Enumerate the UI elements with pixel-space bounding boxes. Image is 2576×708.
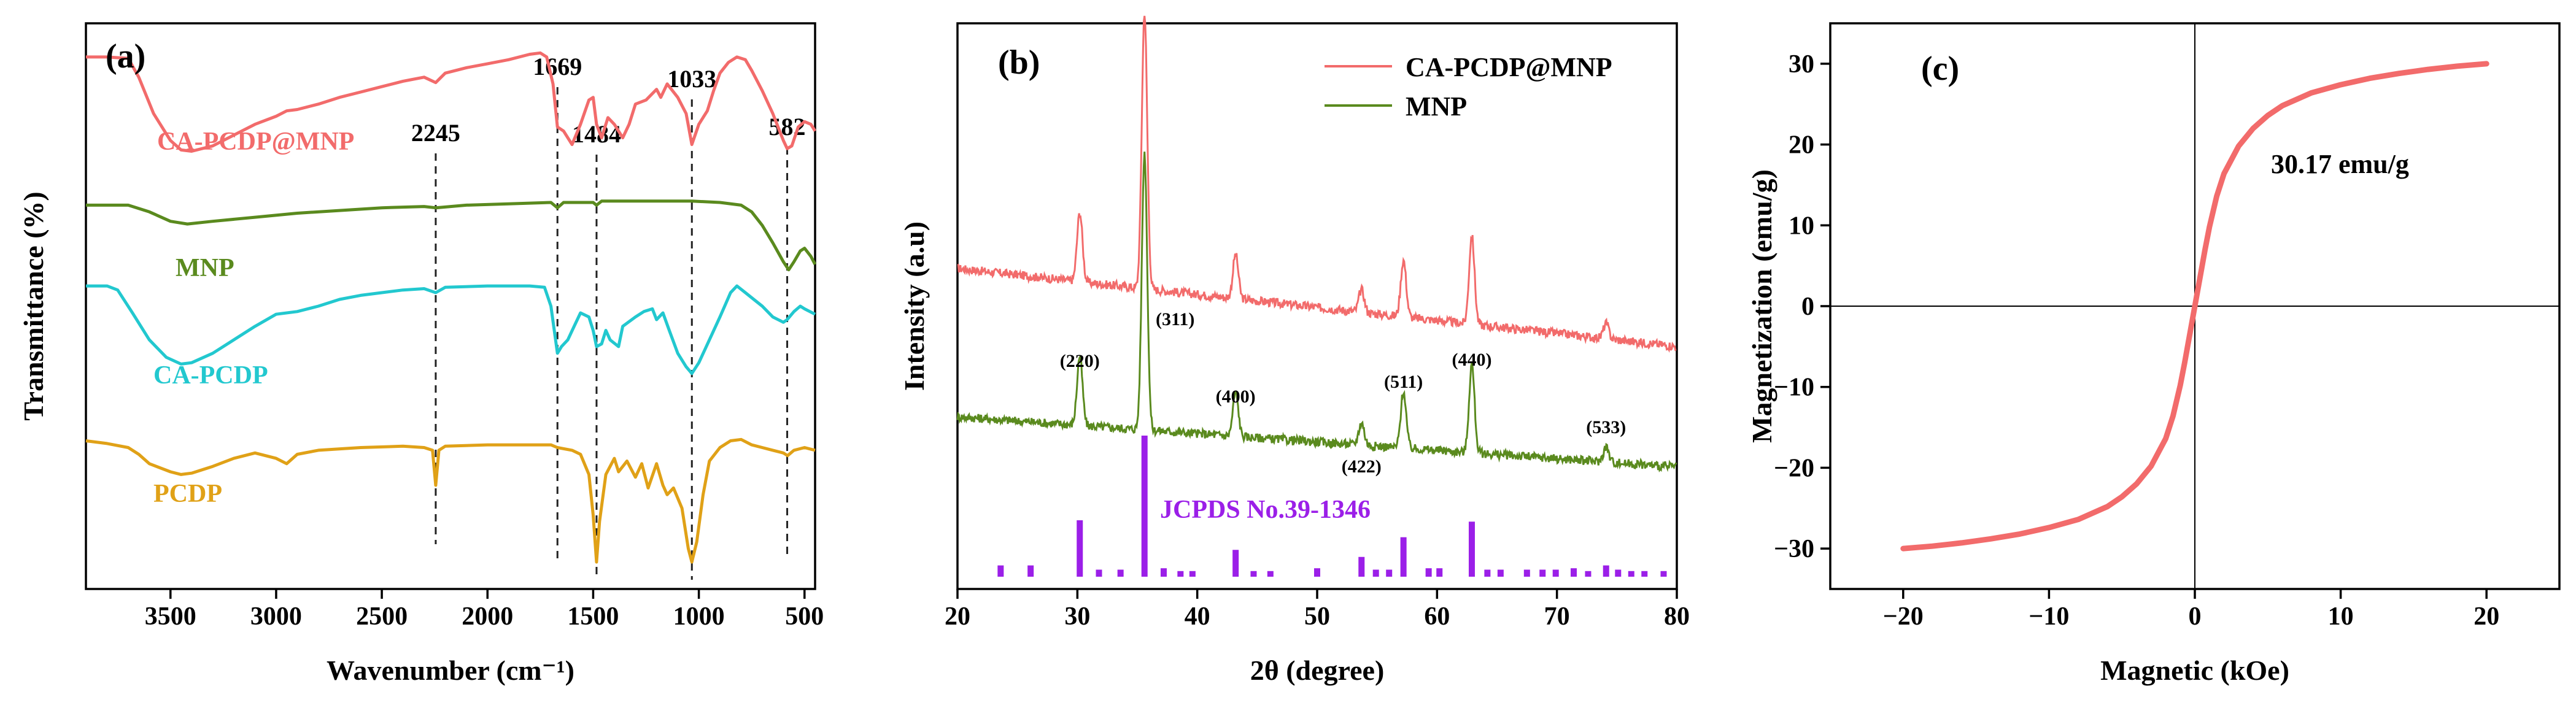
panel-b-hkl-label: (440) [1452,350,1491,370]
panel-b-hkl-label: (511) [1384,372,1423,392]
panel-c-y-tick-label: 10 [1789,212,1814,240]
panel-a-peak-label: 2245 [411,119,460,147]
panel-c-y-tick-label: 0 [1801,293,1814,321]
panel-c-ylabel: Magnetization (emu/g) [1746,169,1777,443]
panel-b-x-tick-label: 70 [1544,602,1570,631]
panel-c-series-line [1900,61,2489,552]
panel-a-label: (a) [106,37,145,75]
panel-b-x-tick-label: 30 [1064,602,1090,631]
panel-b-hkl-labels: (220) (311) (400) (422) (511) (440) (533) [1060,309,1626,477]
panel-a-peak-label: 1669 [533,53,582,80]
panel-a-label-mnp: MNP [176,254,234,282]
panel-a-ylabel: Transmittance (%) [18,191,49,420]
panel-b-series-line [957,15,1677,353]
panel-c-y-tick-label: 20 [1789,131,1814,160]
panel-b-ylabel: Intensity (a.u) [899,221,930,391]
panel-c-y-tick-label: −10 [1774,374,1814,402]
panel-a-label-capcdp-mnp: CA-PCDP@MNP [157,128,354,156]
panel-a-x-tick-label: 2500 [356,602,408,631]
panel-c-x-tick-label: 10 [2328,602,2354,631]
panel-b-hkl-label: (220) [1060,351,1100,371]
panel-c: −20 −10 0 10 20 −30 −20 −10 0 10 20 30 (c) Magnetic… [1746,22,2561,686]
panel-b-reference-peaks [997,436,1667,577]
panel-b-xlabel: 2θ (degree) [1250,655,1385,686]
panel-a-series-line [85,437,816,564]
panel-b: 20 30 40 50 60 70 80 (220) (311) (400) (422) (511)… [899,15,1690,686]
panel-c-x-tick-label: 0 [2189,602,2202,631]
panel-a-series-line [86,199,817,272]
panel-c-xlabel: Magnetic (kOe) [2100,655,2289,686]
panel-c-ticks: −20 −10 0 10 20 −30 −20 −10 0 10 20 30 [1774,23,2559,631]
panel-a-peak-label: 1033 [667,65,716,93]
panel-c-x-tick-label: −10 [2029,602,2069,631]
panel-b-x-tick-label: 80 [1664,602,1690,631]
panel-b-hkl-label: (533) [1586,417,1626,437]
panel-b-hkl-label: (311) [1156,309,1194,329]
panel-a-label-pcdp: PCDP [153,480,222,508]
panel-c-x-tick-label: −20 [1883,602,1924,631]
panel-b-legend: CA-PCDP@MNP MNP [1325,52,1612,121]
panel-a-xlabel: Wavenumber (cm⁻¹) [327,655,574,686]
panel-b-hkl-label: (400) [1216,387,1256,407]
panel-b-x-ticks: 20 30 40 50 60 70 80 [945,589,1690,631]
panel-b-x-tick-label: 50 [1304,602,1330,631]
panel-b-hkl-label: (422) [1342,456,1382,477]
panel-c-series [1900,61,2489,552]
panel-c-y-tick-label: −20 [1774,454,1814,482]
panel-a-x-tick-label: 500 [785,602,824,631]
panel-a: 3500 3000 2500 2000 1500 1000 500 224516691484… [18,22,824,686]
panel-c-annotation: 30.17 emu/g [2271,149,2409,179]
panel-a-x-tick-label: 2000 [462,602,513,631]
panel-a-frame [85,22,816,590]
panel-a-x-tick-label: 1000 [673,602,725,631]
panel-b-label: (b) [998,44,1040,82]
panel-c-x-tick-label: 20 [2474,602,2499,631]
panel-b-reference-label: JCPDS No.39-1346 [1160,496,1371,524]
legend-entry-capcdp-mnp: CA-PCDP@MNP [1406,52,1612,82]
panel-c-y-tick-label: 30 [1789,50,1814,79]
panel-a-x-tick-label: 3500 [145,602,196,631]
panel-a-x-tick-label: 3000 [250,602,302,631]
panel-a-x-ticks: 3500 3000 2500 2000 1500 1000 500 [145,589,824,631]
panel-a-series-line [86,284,816,375]
panel-a-x-tick-label: 1500 [567,602,619,631]
panel-b-series [956,15,1677,473]
panel-a-label-capcdp: CA-PCDP [153,361,268,390]
panel-a-series-line [86,51,817,153]
panel-a-series [85,51,817,564]
legend-entry-mnp: MNP [1406,91,1467,121]
panel-b-series-line [956,152,1677,473]
panel-c-y-tick-label: −30 [1774,535,1814,563]
panel-c-label: (c) [1921,50,1959,88]
panel-b-x-tick-label: 60 [1424,602,1450,631]
panel-b-x-tick-label: 40 [1185,602,1210,631]
panel-b-x-tick-label: 20 [945,602,970,631]
